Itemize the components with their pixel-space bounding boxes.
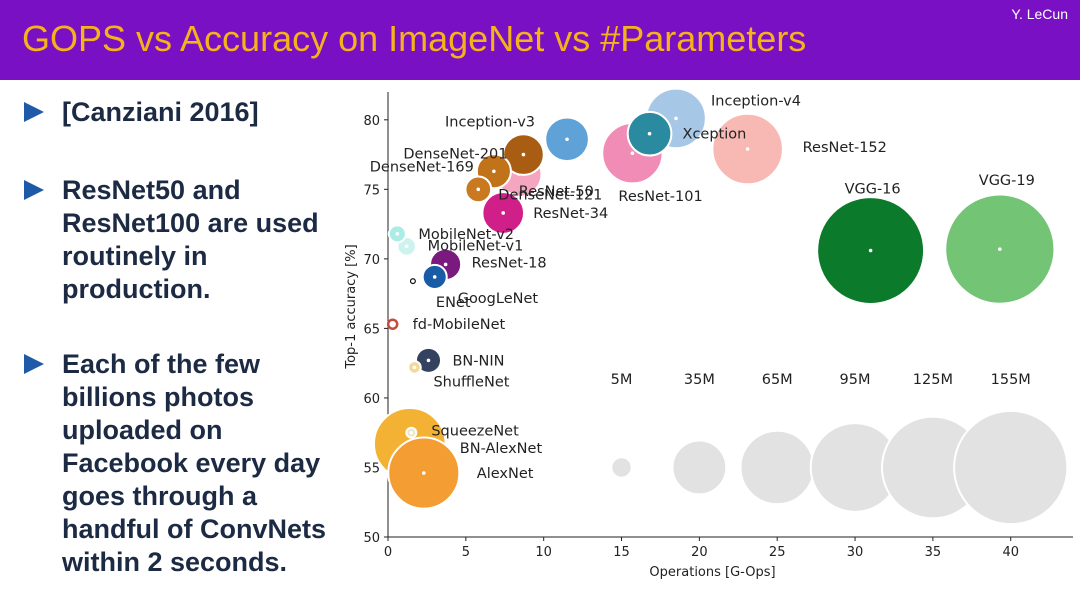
y-tick-label: 65 [363, 322, 380, 337]
x-tick-label: 5 [462, 545, 470, 560]
bubble-center-dot [476, 187, 481, 192]
bullet-triangle-icon [24, 354, 44, 374]
y-tick-label: 80 [363, 114, 380, 129]
bubble-label: ResNet-18 [472, 255, 547, 271]
bubble-center-dot [395, 232, 400, 236]
bubble-center-dot [411, 279, 415, 283]
bullet-triangle-icon [24, 102, 44, 122]
bubble-label: ENet [436, 295, 471, 311]
bubble-label: fd-MobileNet [413, 317, 506, 333]
bubble-center-dot [492, 169, 496, 174]
bullet-item: ResNet50 and ResNet100 are used routinel… [22, 174, 352, 306]
bubble-label: DenseNet-169 [370, 159, 474, 175]
x-tick-label: 15 [613, 545, 630, 560]
bubble-label: Inception-v4 [711, 93, 801, 109]
bubble [386, 318, 399, 330]
size-legend-bubble [739, 429, 815, 506]
x-tick-label: 30 [847, 545, 864, 560]
bubble-label: BN-AlexNet [460, 441, 543, 457]
bubble-label: ResNet-152 [803, 140, 887, 156]
bubble-label: DenseNet-121 [498, 187, 602, 203]
y-axis-label: Top-1 accuracy [%] [344, 244, 359, 369]
bubble-label: MobileNet-v2 [418, 227, 514, 243]
bubble-label: ShuffleNet [433, 374, 509, 390]
y-tick-label: 75 [363, 183, 380, 198]
bubble-center-dot [501, 211, 506, 215]
bubble-label: GoogLeNet [458, 291, 539, 307]
size-legend-bubble [953, 409, 1069, 526]
bubble-label: ResNet-34 [533, 206, 608, 222]
y-tick-label: 70 [363, 253, 380, 268]
bullet-item: [Canziani 2016] [22, 96, 259, 129]
bubble-label: AlexNet [477, 466, 534, 482]
bubble-label: BN-NIN [452, 353, 504, 369]
x-tick-label: 20 [691, 545, 708, 560]
size-legend-label: 155M [991, 372, 1031, 388]
y-tick-label: 50 [363, 531, 380, 546]
size-legend-label: 125M [913, 372, 953, 388]
bubble-center-dot [432, 275, 437, 279]
y-tick-label: 60 [363, 392, 380, 407]
size-legend-label: 95M [840, 372, 871, 388]
bubble-center-dot [674, 116, 678, 121]
chart-labels: Inception-v4 Inception-v3 Xception ResNet-1… [370, 93, 1035, 482]
bubble-center-dot [521, 152, 526, 157]
size-legend-bubble [671, 439, 728, 496]
bubble-center-dot [412, 365, 417, 370]
bubble-label: DenseNet-201 [403, 147, 507, 163]
x-tick-label: 0 [384, 545, 392, 560]
size-legend: 5M 35M 65M 95M 125M 155M [610, 372, 1069, 526]
bullet-triangle-icon [24, 180, 44, 200]
bubble-label: Xception [683, 127, 747, 143]
bubble-center-dot [868, 248, 873, 253]
bullet-text: [Canziani 2016] [62, 97, 259, 127]
x-tick-label: 35 [925, 545, 942, 560]
bubble-label: MobileNet-v1 [428, 238, 524, 254]
bullet-text: Each of the few billions photos uploaded… [62, 349, 326, 577]
bubble-center-dot [745, 147, 750, 151]
slide-title: GOPS vs Accuracy on ImageNet vs #Paramet… [22, 18, 807, 59]
y-tick-label: 55 [363, 461, 380, 476]
bubble-label: ResNet-50 [519, 184, 594, 200]
bubble-label: VGG-19 [979, 173, 1035, 189]
bubble-label: Inception-v3 [445, 114, 535, 130]
size-legend-label: 5M [611, 372, 633, 388]
bubble-center-dot [422, 471, 426, 475]
chart-bubbles [372, 87, 1056, 510]
bubble-center-dot [565, 137, 569, 142]
bubble-label: ResNet-101 [618, 189, 702, 205]
bubble-center-dot [647, 131, 652, 136]
bubble-center-dot [426, 358, 431, 363]
slide-header: GOPS vs Accuracy on ImageNet vs #Paramet… [0, 0, 1080, 80]
bullet-item: Each of the few billions photos uploaded… [22, 348, 352, 579]
x-tick-label: 25 [769, 545, 786, 560]
author-label: Y. LeCun [1011, 6, 1068, 22]
bubble-label: SqueezeNet [431, 424, 519, 440]
x-tick-label: 40 [1002, 545, 1019, 560]
bubble-center-dot [630, 151, 635, 155]
bubble-center-dot [404, 244, 409, 249]
x-tick-label: 10 [535, 545, 552, 560]
size-legend-label: 65M [762, 372, 793, 388]
bubble-center-dot [409, 430, 414, 435]
bubble-center-dot [998, 247, 1002, 251]
bubble-label: VGG-16 [845, 182, 901, 198]
size-legend-bubble [610, 456, 633, 479]
x-axis-label: Operations [G-Ops] [649, 565, 775, 580]
bullet-text: ResNet50 and ResNet100 are used routinel… [62, 175, 319, 304]
bubble-center-dot [443, 262, 448, 267]
size-legend-label: 35M [684, 372, 715, 388]
